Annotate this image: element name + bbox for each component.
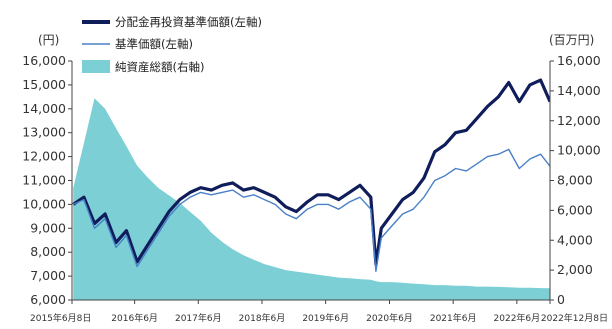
base-price-line (72, 148, 550, 272)
right-tick-label: 16,000 (557, 53, 601, 68)
left-tick-label: 14,000 (22, 101, 66, 116)
x-tick-label: 2020年6月 (366, 312, 413, 324)
right-tick-label: 8,000 (557, 173, 593, 188)
left-tick-label: 9,000 (30, 220, 66, 235)
net-assets-area (73, 98, 550, 300)
legend-label-net-assets: 純資産総額(右軸) (115, 60, 204, 74)
left-tick-label: 15,000 (22, 77, 66, 92)
x-axis-ticks: 2015年6月8日 2016年6月 2017年6月 2018年6月 2019年6月 202… (30, 300, 608, 324)
x-tick-label: 2015年6月8日 (30, 312, 91, 324)
legend: 分配金再投資基準価額(左軸) 基準価額(左軸) 純資産総額(右軸) (82, 15, 262, 74)
x-tick-label: 2016年6月 (111, 312, 158, 324)
x-tick-label: 2021年6月 (430, 312, 477, 324)
right-tick-label: 10,000 (557, 143, 601, 158)
x-tick-label: 2018年6月 (239, 312, 286, 324)
left-tick-label: 12,000 (22, 149, 66, 164)
left-axis-ticks: 6,000 7,000 8,000 9,000 10,000 11,000 12,000 13… (22, 53, 72, 307)
left-tick-label: 8,000 (30, 244, 66, 259)
right-tick-label: 12,000 (557, 113, 601, 128)
net-assets-area-layer (73, 98, 550, 300)
left-tick-label: 11,000 (22, 173, 66, 188)
right-tick-label: 2,000 (557, 262, 593, 277)
right-axis-unit: (百万円) (549, 33, 594, 47)
legend-swatch-net-assets (82, 60, 110, 73)
right-tick-label: 6,000 (557, 202, 593, 217)
left-tick-label: 10,000 (22, 196, 66, 211)
legend-label-reinvested: 分配金再投資基準価額(左軸) (115, 15, 262, 29)
price-lines-layer (72, 78, 550, 272)
x-tick-label: 2019年6月 (302, 312, 349, 324)
left-axis-unit: (円) (38, 33, 59, 47)
right-tick-label: 4,000 (557, 232, 593, 247)
left-tick-label: 16,000 (22, 53, 66, 68)
legend-label-base-price: 基準価額(左軸) (115, 37, 193, 51)
left-tick-label: 6,000 (30, 292, 66, 307)
right-tick-label: 0 (557, 292, 565, 307)
x-tick-label: 2022年6月 (494, 312, 541, 324)
left-tick-label: 13,000 (22, 125, 66, 140)
x-tick-label: 2022年12月8日 (541, 312, 608, 324)
right-tick-label: 14,000 (557, 83, 601, 98)
reinvested-price-line (72, 78, 550, 266)
left-tick-label: 7,000 (30, 268, 66, 283)
x-tick-label: 2017年6月 (175, 312, 222, 324)
right-axis-ticks: 0 2,000 4,000 6,000 8,000 10,000 12,000 14,000 1… (550, 53, 601, 307)
